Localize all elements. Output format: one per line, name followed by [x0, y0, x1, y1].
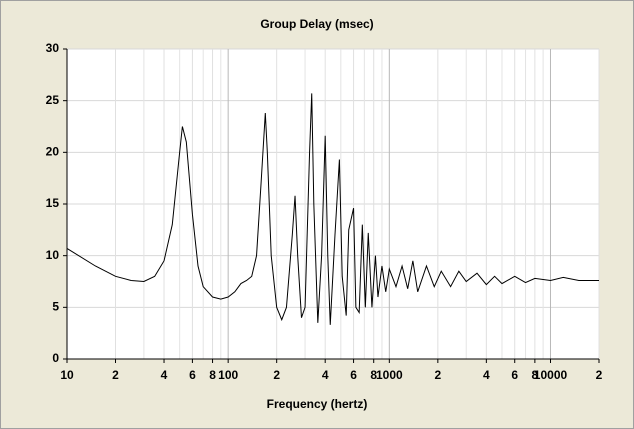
x-tick-label: 8: [532, 368, 539, 382]
data-line: [66, 93, 599, 325]
x-tick-label: 8: [209, 368, 216, 382]
x-tick-label: 10: [60, 368, 74, 382]
y-tick-label: 15: [46, 196, 60, 210]
chart-title: Group Delay (msec): [260, 17, 373, 31]
y-tick-label: 25: [46, 93, 60, 107]
x-tick-label: 2: [273, 368, 280, 382]
x-tick-label: 6: [350, 368, 357, 382]
x-tick-label: 8: [370, 368, 377, 382]
y-tick-label: 20: [46, 145, 60, 159]
y-tick-label: 5: [52, 300, 59, 314]
x-tick-label: 6: [511, 368, 518, 382]
x-tick-label: 2: [596, 368, 603, 382]
x-tick-label: 2: [434, 368, 441, 382]
y-tick-label: 10: [46, 248, 60, 262]
x-tick-label: 4: [322, 368, 329, 382]
x-tick-label: 4: [161, 368, 168, 382]
x-axis-label: Frequency (hertz): [267, 397, 368, 411]
x-tick-label: 1000: [376, 368, 403, 382]
x-tick-label: 100: [218, 368, 238, 382]
x-tick-label: 4: [483, 368, 490, 382]
x-tick-label: 10000: [534, 368, 568, 382]
x-tick-label: 6: [189, 368, 196, 382]
y-tick-label: 0: [52, 351, 59, 365]
x-tick-label: 2: [112, 368, 119, 382]
y-tick-label: 30: [46, 41, 60, 55]
